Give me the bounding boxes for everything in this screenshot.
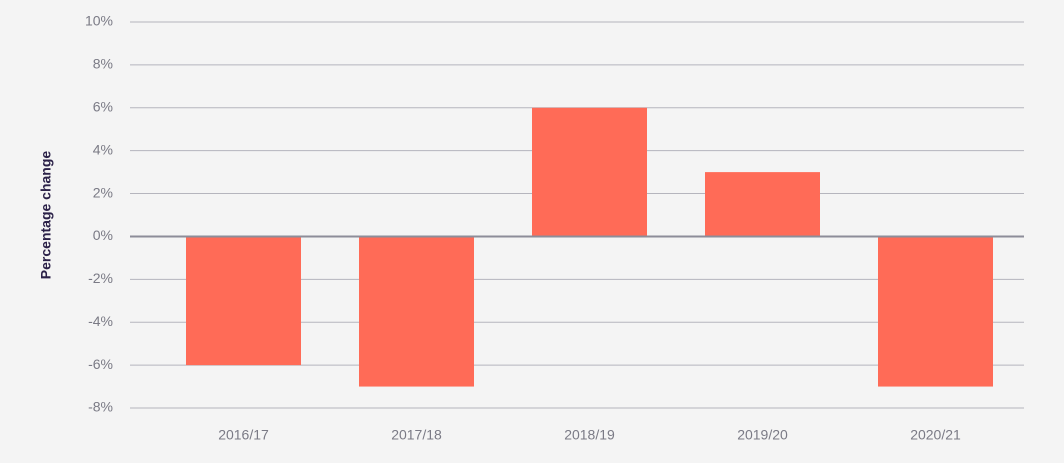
y-tick-label: 8% bbox=[93, 56, 113, 72]
x-tick-label: 2016/17 bbox=[218, 427, 269, 443]
x-tick-label: 2019/20 bbox=[737, 427, 788, 443]
y-tick-label: -2% bbox=[88, 270, 113, 286]
bar bbox=[359, 236, 474, 387]
y-tick-label: 2% bbox=[93, 184, 113, 200]
y-tick-label: 10% bbox=[85, 13, 113, 29]
y-tick-label: -4% bbox=[88, 313, 113, 329]
x-tick-label: 2017/18 bbox=[391, 427, 442, 443]
y-tick-label: -6% bbox=[88, 356, 113, 372]
bar bbox=[705, 172, 820, 237]
y-tick-label: 6% bbox=[93, 98, 113, 114]
x-tick-label: 2020/21 bbox=[910, 427, 961, 443]
bar bbox=[532, 107, 647, 237]
bar bbox=[186, 236, 301, 366]
x-tick-label: 2018/19 bbox=[564, 427, 615, 443]
y-axis-label: Percentage change bbox=[38, 151, 54, 280]
bar bbox=[878, 236, 993, 387]
y-tick-label: 4% bbox=[93, 141, 113, 157]
y-tick-label: -8% bbox=[88, 399, 113, 415]
y-tick-label: 0% bbox=[93, 227, 113, 243]
